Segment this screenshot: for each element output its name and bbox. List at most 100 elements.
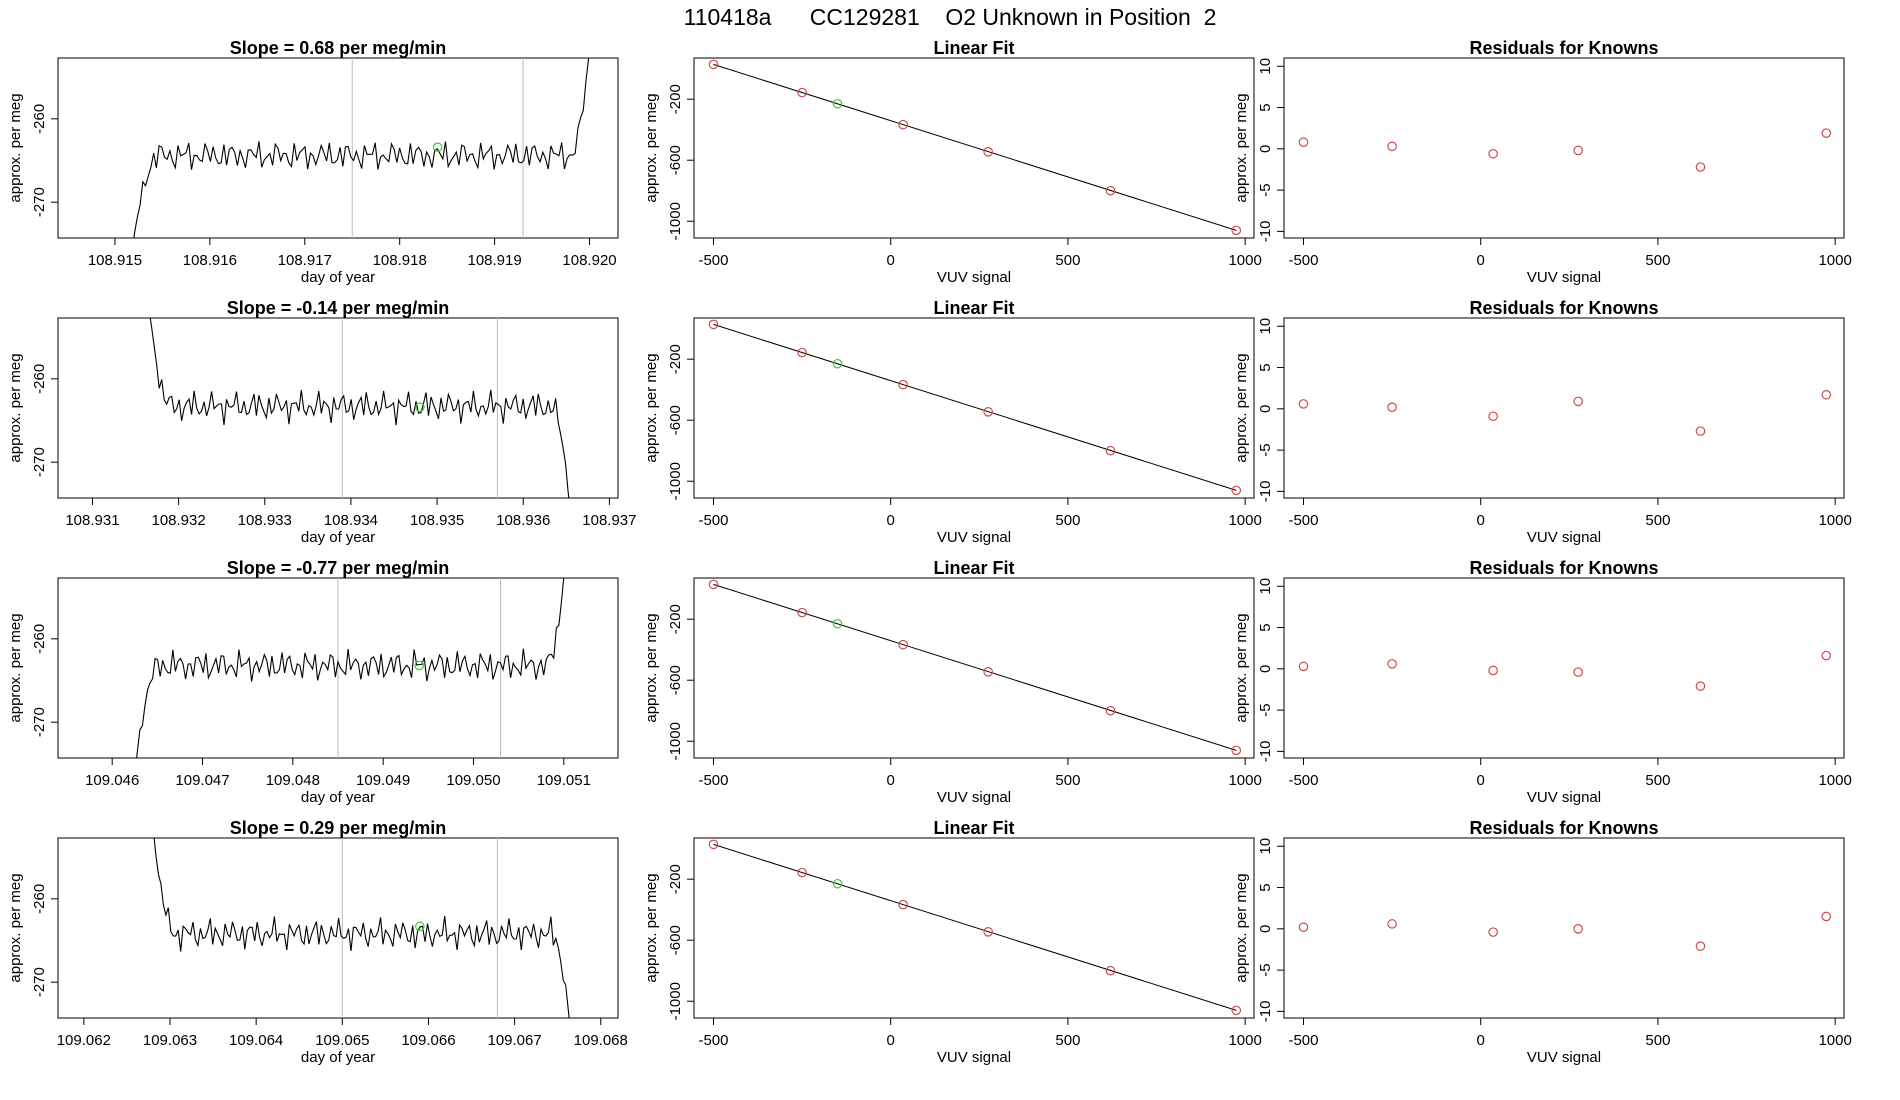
y-tick-label: -200 [667, 84, 684, 114]
x-tick-label: -500 [1288, 512, 1318, 529]
plot-frame [57, 837, 619, 1019]
unknown-point [832, 358, 843, 369]
y-tick-label: 0 [1257, 405, 1274, 413]
y-tick-label: -5 [1257, 183, 1274, 196]
residual-point [1821, 389, 1832, 400]
residual-point [1387, 402, 1397, 412]
x-tick-label: 108.937 [582, 512, 636, 529]
x-tick-label: 109.066 [401, 1032, 455, 1049]
x-tick-label: 500 [1055, 1032, 1080, 1049]
data-trace [153, 838, 570, 1018]
x-tick-label: 109.051 [537, 772, 591, 789]
x-tick-label: 109.064 [229, 1032, 283, 1049]
x-axis-label: day of year [301, 269, 375, 286]
x-tick-label: -500 [1288, 772, 1318, 789]
known-point [983, 407, 993, 417]
x-tick-label: 109.046 [85, 772, 139, 789]
known-point [708, 319, 719, 330]
y-tick-label: -10 [1257, 741, 1274, 763]
residual-point [1387, 659, 1397, 669]
fit-line [713, 63, 1237, 231]
known-point [797, 867, 807, 878]
chart-panel: Residuals for Knowns -500 0 500 1000 VUV sign… [1233, 298, 1852, 546]
plot-area [708, 839, 1242, 1016]
y-axis-label: approx. per meg [643, 353, 660, 462]
chart-panel: Residuals for Knowns -500 0 500 1000 VUV sign… [1233, 818, 1852, 1066]
plot-frame [693, 577, 1255, 759]
plot-area [1298, 650, 1832, 691]
x-tick-label: 108.934 [324, 512, 378, 529]
residual-point [1488, 927, 1498, 937]
unknown-point [832, 618, 843, 629]
y-tick-label: -5 [1257, 443, 1274, 456]
x-tick-label: 0 [1477, 512, 1485, 529]
y-tick-label: -10 [1257, 1001, 1274, 1023]
unknown-point [415, 402, 425, 412]
chart-panel: Slope = 0.29 per meg/min 109.062 109.063 10… [7, 818, 628, 1066]
y-tick-label: 5 [1257, 103, 1274, 111]
chart-title: Slope = -0.14 per meg/min [227, 298, 450, 318]
x-tick-label: 108.920 [562, 252, 616, 269]
data-trace [136, 578, 565, 758]
x-axis-label: VUV signal [1527, 269, 1601, 286]
chart-title: Residuals for Knowns [1469, 38, 1658, 58]
y-tick-label: -600 [667, 925, 684, 955]
x-tick-label: 0 [1477, 1032, 1485, 1049]
y-axis-label: approx. per meg [1233, 873, 1250, 982]
x-tick-label: 500 [1055, 772, 1080, 789]
known-point [1105, 705, 1116, 716]
chart-title: Slope = 0.68 per meg/min [230, 38, 447, 58]
known-point [1105, 445, 1116, 456]
y-tick-label: 5 [1257, 623, 1274, 631]
plot-area [708, 579, 1242, 756]
chart-panel: Slope = -0.77 per meg/min 109.046 109.047 1… [7, 558, 619, 806]
y-tick-label: 0 [1257, 665, 1274, 673]
x-tick-label: -500 [1288, 252, 1318, 269]
x-tick-label: 1000 [1818, 1032, 1851, 1049]
y-tick-label: -200 [667, 604, 684, 634]
y-tick-label: -200 [667, 864, 684, 894]
x-tick-label: 1000 [1228, 252, 1261, 269]
x-tick-label: 500 [1055, 252, 1080, 269]
x-axis-label: VUV signal [1527, 789, 1601, 806]
x-tick-label: 108.935 [410, 512, 464, 529]
y-tick-label: -1000 [667, 462, 684, 500]
known-point [797, 347, 807, 358]
x-tick-label: 500 [1645, 252, 1670, 269]
x-axis-label: VUV signal [937, 1049, 1011, 1066]
unknown-point [432, 142, 443, 152]
x-axis-label: VUV signal [1527, 529, 1601, 546]
y-tick-label: -600 [667, 665, 684, 695]
x-tick-label: 109.049 [356, 772, 410, 789]
residual-point [1298, 661, 1309, 672]
residual-point [1387, 919, 1397, 929]
chart-panel: Linear Fit -500 0 500 1000 VUV signal -200 -600… [643, 558, 1262, 806]
residual-point [1821, 911, 1832, 922]
y-tick-label: -270 [31, 187, 48, 217]
known-point [1231, 1005, 1242, 1016]
chart-title: Linear Fit [933, 38, 1014, 58]
residual-point [1573, 667, 1583, 677]
chart-panel: Residuals for Knowns -500 0 500 1000 VUV sign… [1233, 558, 1852, 806]
x-tick-label: 1000 [1228, 512, 1261, 529]
x-tick-label: 500 [1055, 512, 1080, 529]
fit-line [713, 323, 1237, 491]
chart-title: Residuals for Knowns [1469, 298, 1658, 318]
residual-point [1488, 411, 1498, 422]
residual-point [1573, 924, 1583, 934]
x-tick-label: 1000 [1228, 1032, 1261, 1049]
x-tick-label: 109.067 [487, 1032, 541, 1049]
residual-point [1298, 137, 1309, 148]
chart-title: Slope = -0.77 per meg/min [227, 558, 450, 578]
y-tick-label: -1000 [667, 982, 684, 1020]
y-axis-label: approx. per meg [7, 873, 24, 982]
x-tick-label: 109.065 [315, 1032, 369, 1049]
y-tick-label: -260 [31, 624, 48, 654]
x-tick-label: -500 [698, 252, 728, 269]
known-point [898, 119, 908, 130]
unknown-point [832, 98, 843, 109]
x-tick-label: 109.063 [143, 1032, 197, 1049]
y-axis-label: approx. per meg [7, 613, 24, 722]
x-tick-label: 0 [887, 512, 895, 529]
data-trace [133, 58, 590, 238]
